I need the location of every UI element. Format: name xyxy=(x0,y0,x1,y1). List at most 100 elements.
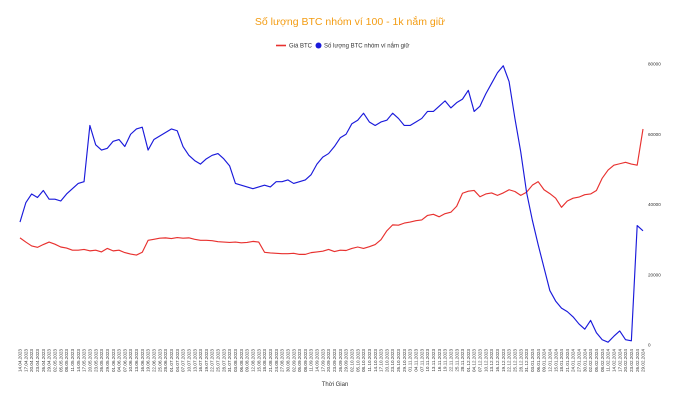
x-tick-label: 13.11.2023 xyxy=(431,349,436,372)
legend-label-holdings: Số lượng BTC nhóm ví nắm giữ xyxy=(324,43,409,50)
x-tick-label: 08.05.2023 xyxy=(64,349,69,372)
x-tick-label: 27.08.2023 xyxy=(280,349,285,372)
x-tick-label: 29.09.2023 xyxy=(344,349,349,372)
x-tick-label: 02.02.2024 xyxy=(588,349,593,372)
x-tick-label: 10.12.2023 xyxy=(483,349,488,372)
x-tick-label: 20.02.2024 xyxy=(623,349,628,372)
x-tick-label: 14.02.2024 xyxy=(611,349,616,372)
x-tick-label: 23.09.2023 xyxy=(332,349,337,372)
y-tick-label: 60000 xyxy=(648,132,661,137)
x-tick-label: 02.09.2023 xyxy=(291,349,296,372)
x-tick-label: 19.06.2023 xyxy=(146,349,151,372)
x-tick-label: 16.12.2023 xyxy=(495,349,500,372)
x-tick-label: 20.09.2023 xyxy=(326,349,331,372)
x-tick-label: 05.10.2023 xyxy=(355,349,360,372)
x-tick-label: 05.02.2024 xyxy=(594,349,599,372)
x-tick-label: 28.12.2023 xyxy=(518,349,523,372)
x-tick-label: 17.05.2023 xyxy=(82,349,87,372)
x-axis-label: Thời Gian xyxy=(322,382,349,388)
x-tick-label: 28.11.2023 xyxy=(460,349,465,372)
legend: Giá BTC Số lượng BTC nhóm ví nắm giữ xyxy=(276,42,409,50)
x-tick-label: 10.11.2023 xyxy=(425,349,430,372)
x-tick-label: 22.12.2023 xyxy=(507,349,512,372)
x-tick-label: 11.09.2023 xyxy=(309,349,314,372)
y-tick-label: 80000 xyxy=(648,62,661,67)
x-tick-label: 06.08.2023 xyxy=(239,349,244,372)
x-tick-label: 20.04.2023 xyxy=(29,349,34,372)
x-tick-label: 26.04.2023 xyxy=(41,349,46,372)
y-tick-label: 20000 xyxy=(648,272,661,277)
legend-swatch-holdings xyxy=(315,42,322,49)
x-tick-label: 08.09.2023 xyxy=(303,349,308,372)
x-tick-label: 29.05.2023 xyxy=(105,349,110,372)
x-tick-label: 26.09.2023 xyxy=(338,349,343,372)
x-tick-label: 26.10.2023 xyxy=(396,349,401,372)
x-tick-label: 16.11.2023 xyxy=(437,349,442,372)
x-tick-label: 19.11.2023 xyxy=(443,349,448,372)
x-tick-label: 12.08.2023 xyxy=(250,349,255,372)
x-tick-label: 10.07.2023 xyxy=(186,349,191,372)
x-tick-label: 06.01.2024 xyxy=(536,349,541,372)
x-tick-label: 13.12.2023 xyxy=(489,349,494,372)
x-tick-label: 01.06.2023 xyxy=(111,349,116,372)
x-tick-label: 11.02.2024 xyxy=(606,349,611,372)
x-tick-label: 27.01.2024 xyxy=(577,349,582,372)
x-tick-label: 19.07.2023 xyxy=(204,349,209,372)
x-tick-label: 01.12.2023 xyxy=(466,349,471,372)
x-tick-label: 20.05.2023 xyxy=(87,349,92,372)
x-tick-label: 31.12.2023 xyxy=(524,349,529,372)
x-tick-label: 24.08.2023 xyxy=(274,349,279,372)
x-tick-label: 03.08.2023 xyxy=(233,349,238,372)
x-tick-label: 04.07.2023 xyxy=(175,349,180,372)
x-tick-label: 17.09.2023 xyxy=(320,349,325,372)
x-tick-label: 29.10.2023 xyxy=(402,349,407,372)
x-tick-label: 22.06.2023 xyxy=(152,349,157,372)
x-tick-label: 21.08.2023 xyxy=(268,349,273,372)
x-tick-label: 25.06.2023 xyxy=(157,349,162,372)
x-tick-label: 04.11.2023 xyxy=(414,349,419,372)
x-tick-label: 21.01.2024 xyxy=(565,349,570,372)
x-tick-label: 26.05.2023 xyxy=(99,349,104,372)
x-tick-label: 18.01.2024 xyxy=(559,349,564,372)
x-tick-label: 14.10.2023 xyxy=(373,349,378,372)
x-tick-label: 10.06.2023 xyxy=(128,349,133,372)
x-tick-label: 29.04.2023 xyxy=(47,349,52,372)
x-tick-label: 25.12.2023 xyxy=(513,349,518,372)
x-tick-label: 13.07.2023 xyxy=(192,349,197,372)
x-tick-label: 17.02.2024 xyxy=(617,349,622,372)
x-tick-label: 30.08.2023 xyxy=(285,349,290,372)
x-tick-label: 08.10.2023 xyxy=(361,349,366,372)
x-tick-label: 05.09.2023 xyxy=(297,349,302,372)
x-tick-label: 17.04.2023 xyxy=(23,349,28,372)
series-line-btc-holdings xyxy=(19,65,644,343)
y-axis-right: 0 20000 40000 60000 80000 xyxy=(648,62,661,348)
x-tick-label: 07.12.2023 xyxy=(478,349,483,372)
legend-label-price: Giá BTC xyxy=(289,44,313,50)
x-tick-label: 15.08.2023 xyxy=(256,349,261,372)
x-tick-label: 23.05.2023 xyxy=(93,349,98,372)
x-tick-label: 09.01.2024 xyxy=(542,349,547,372)
x-tick-label: 04.06.2023 xyxy=(117,349,122,372)
plot-area xyxy=(19,65,644,343)
x-tick-label: 19.12.2023 xyxy=(501,349,506,372)
x-tick-label: 14.09.2023 xyxy=(315,349,320,372)
x-tick-label: 17.10.2023 xyxy=(379,349,384,372)
x-tick-label: 24.01.2024 xyxy=(571,349,576,372)
x-tick-label: 23.04.2023 xyxy=(35,349,40,372)
x-tick-label: 07.07.2023 xyxy=(181,349,186,372)
x-tick-label: 22.11.2023 xyxy=(448,349,453,372)
chart-title: Số lượng BTC nhóm ví 100 - 1k nắm giữ xyxy=(255,15,445,28)
x-tick-label: 11.05.2023 xyxy=(70,349,75,372)
x-tick-label: 02.05.2023 xyxy=(53,349,58,372)
x-tick-label: 28.06.2023 xyxy=(163,349,168,372)
y-tick-label: 0 xyxy=(648,343,651,348)
x-tick-label: 28.07.2023 xyxy=(221,349,226,372)
x-tick-label: 09.08.2023 xyxy=(245,349,250,372)
x-tick-label: 01.07.2023 xyxy=(169,349,174,372)
x-tick-label: 02.10.2023 xyxy=(349,349,354,372)
x-tick-label: 16.07.2023 xyxy=(198,349,203,372)
x-axis: 14.04.2023 17.04.2023 20.04.2023 23.04.2023… xyxy=(18,349,646,372)
x-tick-label: 20.10.2023 xyxy=(384,349,389,372)
